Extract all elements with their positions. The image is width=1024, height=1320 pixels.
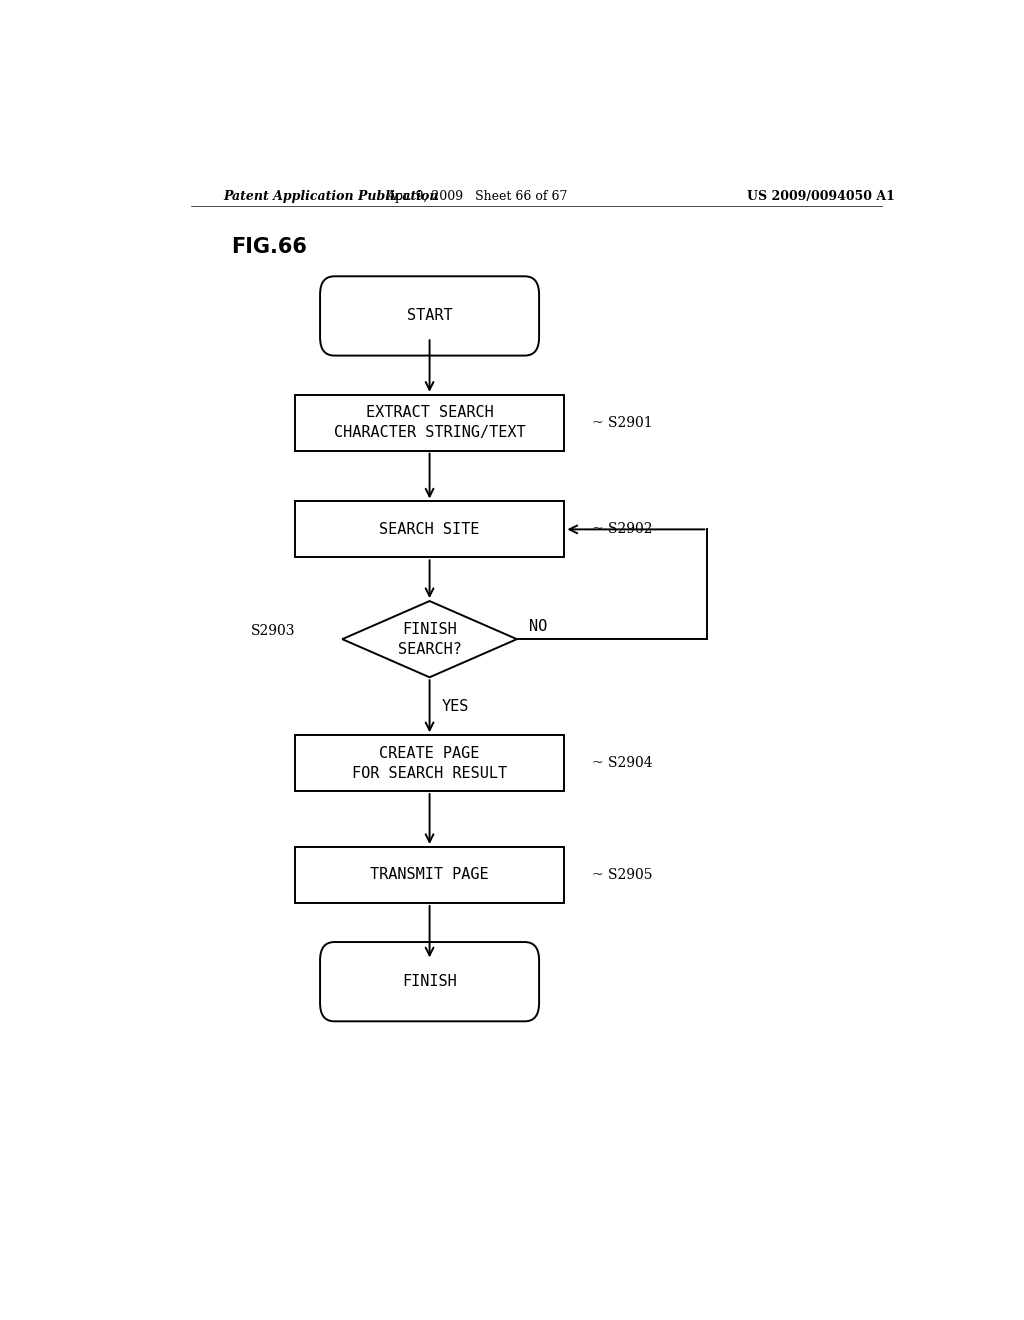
Text: ~ S2902: ~ S2902: [592, 523, 652, 536]
Text: ~ S2901: ~ S2901: [592, 416, 653, 430]
Text: START: START: [407, 309, 453, 323]
Bar: [295, 502, 564, 557]
Polygon shape: [342, 601, 517, 677]
Text: US 2009/0094050 A1: US 2009/0094050 A1: [748, 190, 895, 202]
Text: Apr. 9, 2009   Sheet 66 of 67: Apr. 9, 2009 Sheet 66 of 67: [386, 190, 568, 202]
Text: ~ S2905: ~ S2905: [592, 869, 652, 882]
Text: SEARCH SITE: SEARCH SITE: [379, 521, 480, 537]
Text: CREATE PAGE
FOR SEARCH RESULT: CREATE PAGE FOR SEARCH RESULT: [352, 746, 507, 780]
Text: YES: YES: [441, 698, 469, 714]
Text: S2903: S2903: [251, 624, 296, 638]
Bar: [295, 847, 564, 903]
Text: Patent Application Publication: Patent Application Publication: [223, 190, 438, 202]
Text: FINISH
SEARCH?: FINISH SEARCH?: [397, 622, 462, 656]
Text: FINISH: FINISH: [402, 974, 457, 989]
Text: EXTRACT SEARCH
CHARACTER STRING/TEXT: EXTRACT SEARCH CHARACTER STRING/TEXT: [334, 405, 525, 440]
Text: FIG.66: FIG.66: [231, 236, 307, 257]
Text: ~ S2904: ~ S2904: [592, 756, 653, 770]
FancyBboxPatch shape: [321, 276, 539, 355]
Bar: [295, 395, 564, 450]
Bar: [295, 735, 564, 791]
Text: TRANSMIT PAGE: TRANSMIT PAGE: [371, 867, 488, 883]
FancyBboxPatch shape: [321, 942, 539, 1022]
Text: NO: NO: [528, 619, 547, 635]
